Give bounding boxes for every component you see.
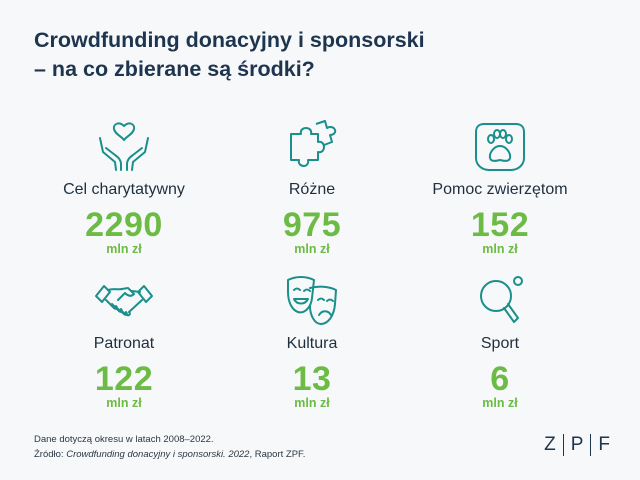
chart-title: Crowdfunding donacyjny i sponsorski – na… (34, 26, 594, 84)
footnote: Dane dotyczą okresu w latach 2008–2022. … (34, 432, 305, 462)
paw-icon (475, 123, 525, 171)
stat-sport: Sport 6 mln zł (400, 272, 600, 410)
stat-kultura: Kultura 13 mln zł (212, 272, 412, 410)
stat-label: Patronat (93, 335, 155, 352)
logo-letter-f: F (598, 434, 610, 455)
source-title: Crowdfunding donacyjny i sponsorski. 202… (66, 449, 250, 460)
handshake-icon (95, 285, 153, 317)
logo-letter-z: Z (544, 434, 556, 455)
stat-rozne: Różne 975 mln zł (212, 118, 412, 256)
stat-unit: mln zł (294, 242, 330, 256)
logo-divider (562, 434, 564, 456)
stat-patronat: Patronat 122 mln zł (24, 272, 224, 410)
stat-label: Kultura (286, 335, 338, 352)
stat-value: 2290 (85, 206, 163, 244)
zpf-logo: Z P F (544, 434, 610, 456)
title-line-2: – na co zbierane są środki? (34, 57, 315, 81)
stat-unit: mln zł (482, 242, 518, 256)
stat-unit: mln zł (294, 396, 330, 410)
stat-label: Różne (288, 181, 336, 198)
stat-label: Cel charytatywny (63, 181, 185, 198)
footnote-period: Dane dotyczą okresu w latach 2008–2022. (34, 434, 214, 445)
logo-divider (590, 434, 592, 456)
puzzle-icon (290, 120, 337, 167)
hands-heart-icon (99, 122, 149, 171)
stat-unit: mln zł (106, 242, 142, 256)
stat-pomoc-zwierzetom: Pomoc zwierzętom 152 mln zł (400, 118, 600, 256)
footnote-source: Źródło: Crowdfunding donacyjny i sponsor… (34, 447, 305, 462)
stat-cel-charytatywny: Cel charytatywny 2290 mln zł (24, 118, 224, 256)
stat-value: 152 (470, 206, 530, 244)
stat-value: 975 (282, 206, 342, 244)
title-line-1: Crowdfunding donacyjny i sponsorski (34, 28, 425, 52)
stat-label: Sport (480, 335, 520, 352)
stat-value: 122 (94, 360, 154, 398)
stat-unit: mln zł (106, 396, 142, 410)
logo-letter-p: P (570, 434, 584, 455)
stat-value: 13 (292, 360, 332, 398)
source-prefix: Źródło: (34, 449, 67, 460)
stat-value: 6 (490, 360, 510, 398)
stat-label: Pomoc zwierzętom (432, 181, 568, 198)
theater-masks-icon (287, 276, 337, 325)
source-suffix: , Raport ZPF. (249, 449, 306, 460)
stat-unit: mln zł (482, 396, 518, 410)
ping-pong-icon (480, 276, 523, 323)
